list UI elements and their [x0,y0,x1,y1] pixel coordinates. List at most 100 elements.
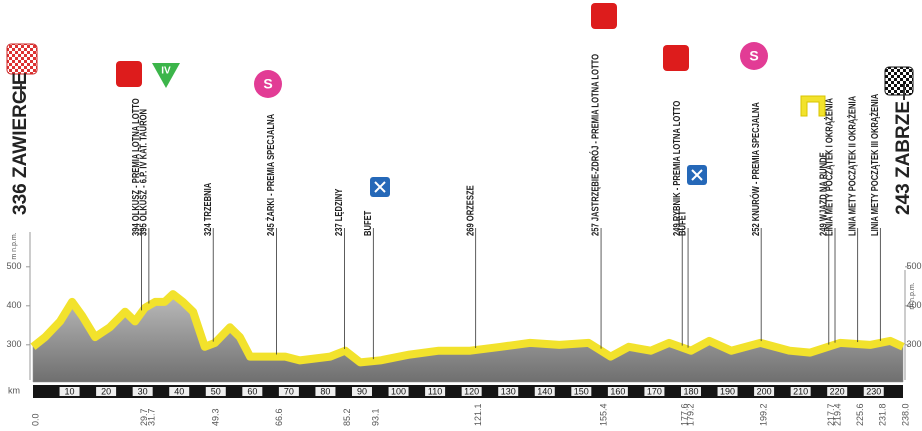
waypoint-km: 238.0 [900,403,910,426]
waypoint-km: 225.6 [855,403,865,426]
x-tick [315,387,336,396]
waypoint-km: 199.2 [759,403,769,426]
y-tick-label: 300 [6,339,21,349]
waypoint-label: 249 RYBNIK - PREMIA LOTNA LOTTO [671,101,682,236]
special-icon [254,70,282,98]
waypoint-km: 231.8 [878,403,888,426]
feed-icon-cross [691,169,703,181]
waypoint-km: 155.4 [598,403,608,426]
x-tick [242,387,263,396]
x-tick-label: 110 [428,386,442,396]
waypoint-km: 31.7 [146,408,156,426]
climb-icon [152,63,180,88]
x-tick-label: 230 [866,386,881,396]
finish-flag [884,66,914,96]
x-tick-label: 200 [757,386,772,396]
x-tick-label: 150 [574,386,589,396]
x-tick [754,387,775,396]
waypoint-label: 252 KNURÓW - PREMIA SPECJALNA [749,102,761,236]
x-tick [571,387,592,396]
x-tick [790,387,811,396]
x-tick [59,387,80,396]
x-tick [717,387,738,396]
waypoint-label: 245 ŻARKI - PREMIA SPECJALNA [265,113,276,236]
x-tick-label: 50 [211,386,221,396]
waypoint-label: 324 TRZEBNIA [202,182,213,236]
x-tick-label: 130 [501,386,516,396]
x-tick [827,387,848,396]
special-badge: S [749,48,758,64]
x-tick-label: 140 [537,386,552,396]
x-tick-label: 100 [391,386,406,396]
icons: IV S S [6,3,914,197]
waypoint-km: 29.7 [139,408,149,426]
terrain-ridge [30,290,905,367]
x-tick-label: 210 [793,386,808,396]
waypoint-label: 269 ORZESZE [464,185,475,236]
waypoint-label: LINIA METY POCZĄTEK II OKRĄŻENIA [846,95,857,236]
waypoint-label: BUFET [362,210,373,236]
x-tick [96,387,117,396]
waypoint-km: 217.7 [826,403,836,426]
x-tick [644,387,665,396]
waypoint-label: 395 OLKUSZ - 6.P. IV KAT. TAURON [138,109,149,236]
waypoint-label: 257 JASTRZĘBIE-ZDRÓJ - PREMIA LOTNA LOTT… [589,54,601,236]
x-tick-label: 90 [357,386,367,396]
waypoint-label: BUFET [677,210,688,236]
x-tick-label: 220 [830,386,845,396]
sprint-icon [663,45,689,71]
x-tick [498,387,519,396]
waypoint-label: 249 WJAZD NA RUNDĘ [817,152,828,236]
y-axis-label: m n.p.m. [11,232,18,259]
sprint-icon [116,61,142,87]
waypoint-km: 177.6 [680,403,690,426]
x-tick-label: 120 [464,386,479,396]
x-tick [388,387,409,396]
x-tick-label: 40 [174,386,184,396]
x-tick-label: 160 [610,386,625,396]
x-tick [534,387,555,396]
waypoint-label: 237 LĘDZINY [333,189,344,236]
waypoint-km: 219.4 [832,403,842,426]
x-tick [461,387,482,396]
x-tick [863,387,884,396]
x-tick-label: 70 [284,386,294,396]
y-tick-label: 400 [906,300,921,310]
circuit-icon [800,95,826,117]
waypoint-km: 85.2 [342,408,352,426]
special-icon [740,42,768,70]
x-tick [169,387,190,396]
place-label: 336 ZAWIERCIE [10,72,31,215]
x-tick-label: 180 [683,386,698,396]
y-tick-label: 500 [906,261,921,271]
waypoint-km: 121.1 [473,403,483,426]
x-tick [680,387,701,396]
x-axis-label: km [8,385,20,395]
climb-badge: IV [161,66,171,77]
x-tick [607,387,628,396]
x-tick-label: 60 [247,386,257,396]
waypoint-label: LINIA METY POCZĄTEK III OKRĄŻENIA [869,93,880,236]
x-tick [425,387,446,396]
special-badge: S [263,76,272,92]
waypoint-km: 93.1 [371,408,381,426]
x-tick-label: 190 [720,386,735,396]
x-tick-label: 20 [101,386,111,396]
y-tick-label: 300 [906,339,921,349]
x-tick-label: 80 [320,386,330,396]
waypoint-km: 179.2 [685,403,695,426]
y-axis-label: m n.p.m. [909,282,916,309]
waypoint-km: 66.6 [274,408,284,426]
x-tick-label: 10 [65,386,75,396]
feed-icon-cross [374,181,386,193]
waypoint-label: LINIA METY POCZĄTEK I OKRĄŻENIA [824,98,835,236]
x-tick-label: 30 [138,386,148,396]
sprint-icon [591,3,617,29]
waypoint-km: 49.3 [211,408,221,426]
waypoint-km: 0.0 [30,413,40,426]
x-tick-label: 170 [647,386,662,396]
x-tick [278,387,299,396]
y-tick-label: 500 [6,261,21,271]
x-tick [132,387,153,396]
